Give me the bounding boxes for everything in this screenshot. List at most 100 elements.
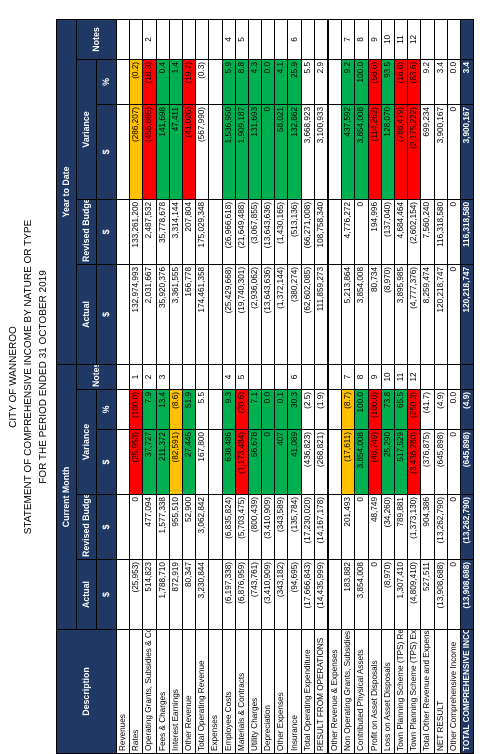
row-label: Other Revenue bbox=[182, 629, 196, 754]
value-cell: 27,445 bbox=[182, 429, 196, 495]
value-cell bbox=[116, 104, 130, 200]
value-cell: 3.4 bbox=[460, 59, 474, 105]
note-cell: 2 bbox=[142, 364, 157, 390]
table-row: Loss on Asset Disposals (8,970) (34,260) 25… bbox=[381, 19, 395, 754]
row-label: TOTAL COMPREHENSIVE INCOME bbox=[460, 629, 474, 754]
value-cell: 111,859,273 bbox=[314, 264, 328, 365]
value-cell bbox=[208, 59, 222, 105]
value-cell: (5,703,475) bbox=[235, 494, 249, 560]
table-row: Contributed Physical Assets 3,854,008 0 3,8… bbox=[354, 19, 369, 754]
value-cell: 166,778 bbox=[182, 264, 196, 365]
table-row: Other Comprehensive Income 0 0 0 0.0 0 0 0 0.0 bbox=[447, 19, 461, 754]
value-cell: (41.7) bbox=[420, 389, 434, 430]
note-cell bbox=[116, 364, 130, 390]
header-row: Description Current Month Year to Date bbox=[56, 19, 117, 754]
value-cell: (1,372,144) bbox=[274, 264, 288, 365]
table-row: Rates (25,953) 0 (25,953) (100.0) 1 132,974,99… bbox=[129, 19, 143, 754]
value-cell: (343,589) bbox=[274, 494, 288, 560]
unit-header: $ bbox=[96, 559, 117, 630]
value-cell bbox=[208, 389, 222, 430]
value-cell: 0 bbox=[447, 104, 461, 200]
value-cell: 174,461,358 bbox=[195, 264, 209, 365]
row-label: Town Planning Scheme (TPS) Revenues bbox=[394, 629, 408, 754]
note-cell bbox=[314, 19, 328, 60]
value-cell: (100.0) bbox=[129, 389, 143, 430]
value-cell: (1,173,484) bbox=[235, 429, 249, 495]
unit-header: $ bbox=[96, 264, 117, 365]
value-cell: 3,900,167 bbox=[434, 104, 448, 200]
note-cell: 12 bbox=[407, 364, 421, 390]
value-cell: 7.9 bbox=[142, 389, 157, 430]
table-row: Total Operating Expenditure (17,666,843)(… bbox=[301, 19, 315, 754]
note-cell bbox=[195, 364, 209, 390]
value-cell: 3,230,844 bbox=[195, 559, 209, 630]
value-cell: 0 bbox=[261, 429, 275, 495]
row-label: Profit on Asset Disposals bbox=[368, 629, 382, 754]
value-cell bbox=[116, 429, 130, 495]
row-label: Insurance bbox=[287, 629, 302, 754]
note-cell bbox=[182, 364, 196, 390]
value-cell: (6,835,824) bbox=[222, 494, 236, 560]
table-row: Materials & Contracts (6,876,959) (5,703,4… bbox=[235, 19, 249, 754]
value-cell: 7,560,240 bbox=[420, 199, 434, 265]
value-cell: 131,693 bbox=[248, 104, 262, 200]
unit-header: % bbox=[96, 389, 117, 430]
value-cell: (4.9) bbox=[434, 389, 448, 430]
value-cell: 201,493 bbox=[341, 494, 355, 560]
value-cell: (6,197,338) bbox=[222, 559, 236, 630]
note-cell: 7 bbox=[341, 364, 355, 390]
value-cell: (513,136) bbox=[287, 199, 302, 265]
note-cell bbox=[301, 364, 315, 390]
value-cell: (82,591) bbox=[169, 429, 183, 495]
note-cell bbox=[274, 19, 288, 60]
value-cell bbox=[116, 494, 130, 560]
value-cell: (19,740,301) bbox=[235, 264, 249, 365]
value-cell: 1.4 bbox=[169, 59, 183, 105]
value-cell: (380,274) bbox=[287, 264, 302, 365]
value-cell: 3,361,555 bbox=[169, 264, 183, 365]
value-cell: (34,260) bbox=[381, 494, 395, 560]
value-cell: 0 bbox=[129, 494, 143, 560]
value-cell: 41,089 bbox=[287, 429, 302, 495]
value-cell: 638,486 bbox=[222, 429, 236, 495]
value-cell bbox=[116, 59, 130, 105]
value-cell: (3,410,909) bbox=[261, 559, 275, 630]
table-row: Profit on Asset Disposals 0 48,749 (48,749)… bbox=[368, 19, 382, 754]
row-label: Employee Costs bbox=[222, 629, 236, 754]
note-cell: 5 bbox=[235, 19, 249, 60]
table-row: NET RESULT (13,908,688) (13,262,790) (645,8… bbox=[434, 19, 448, 754]
value-cell: (14,435,999) bbox=[314, 559, 328, 630]
note-cell: 4 bbox=[222, 19, 236, 60]
value-cell: 0.1 bbox=[274, 389, 288, 430]
value-cell: 5.5 bbox=[301, 59, 315, 105]
value-cell: 3,854,008 bbox=[354, 559, 369, 630]
note-cell: 12 bbox=[407, 19, 421, 60]
note-cell: 10 bbox=[381, 19, 395, 60]
note-cell bbox=[460, 364, 474, 390]
value-cell: 116,318,580 bbox=[434, 199, 448, 265]
row-label: Materials & Contracts bbox=[235, 629, 249, 754]
table-row: Depreciation (3,410,909) (3,410,909) 0 0.0 (1… bbox=[261, 19, 275, 754]
unit-header: $ bbox=[96, 494, 117, 560]
value-cell: 1,788,710 bbox=[156, 559, 170, 630]
table-row: Revenues bbox=[116, 19, 130, 754]
value-cell: (17,230,020) bbox=[301, 494, 315, 560]
value-cell: (4.9) bbox=[460, 389, 474, 430]
value-cell: (3,436,280) bbox=[407, 429, 421, 495]
note-cell bbox=[301, 19, 315, 60]
value-cell: 0.0 bbox=[447, 389, 461, 430]
value-cell: 0 bbox=[261, 104, 275, 200]
value-cell: 0 bbox=[354, 494, 369, 560]
value-cell: (376,875) bbox=[420, 429, 434, 495]
value-cell: 13.4 bbox=[156, 389, 170, 430]
value-cell: (18.3) bbox=[142, 59, 157, 105]
value-cell: 3.4 bbox=[434, 59, 448, 105]
note-cell bbox=[328, 364, 342, 390]
value-cell: 0.4 bbox=[156, 59, 170, 105]
value-cell: 3,895,985 bbox=[394, 264, 408, 365]
value-cell: (268,821) bbox=[314, 429, 328, 495]
row-label: Town Planning Scheme (TPS) Expenses bbox=[407, 629, 421, 754]
table-row: Total Other Revenue and Expenses 527,511 9… bbox=[420, 19, 434, 754]
value-cell: 527,511 bbox=[420, 559, 434, 630]
titles: CITY OF WANNEROO STATEMENT OF COMPREHENS… bbox=[0, 0, 56, 754]
